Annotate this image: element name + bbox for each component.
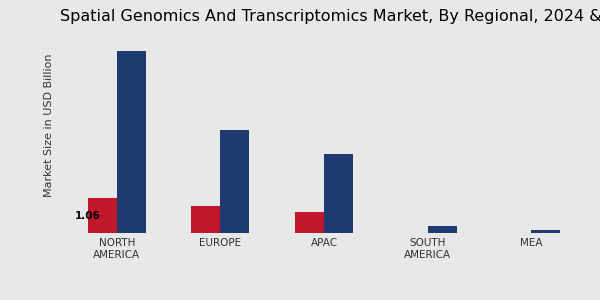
Text: 1.06: 1.06 [74, 211, 100, 221]
Bar [398, 232, 428, 233]
Bar [88, 198, 117, 233]
Bar [531, 230, 560, 233]
Text: Spatial Genomics And Transcriptomics Market, By Regional, 2024 & 2035: Spatial Genomics And Transcriptomics Mar… [60, 9, 600, 24]
Bar [324, 154, 353, 233]
Bar [191, 206, 220, 233]
Bar [295, 212, 324, 233]
Bar [220, 130, 250, 233]
Y-axis label: Market Size in USD Billion: Market Size in USD Billion [44, 54, 55, 197]
Bar [117, 51, 146, 233]
Bar [428, 226, 457, 233]
